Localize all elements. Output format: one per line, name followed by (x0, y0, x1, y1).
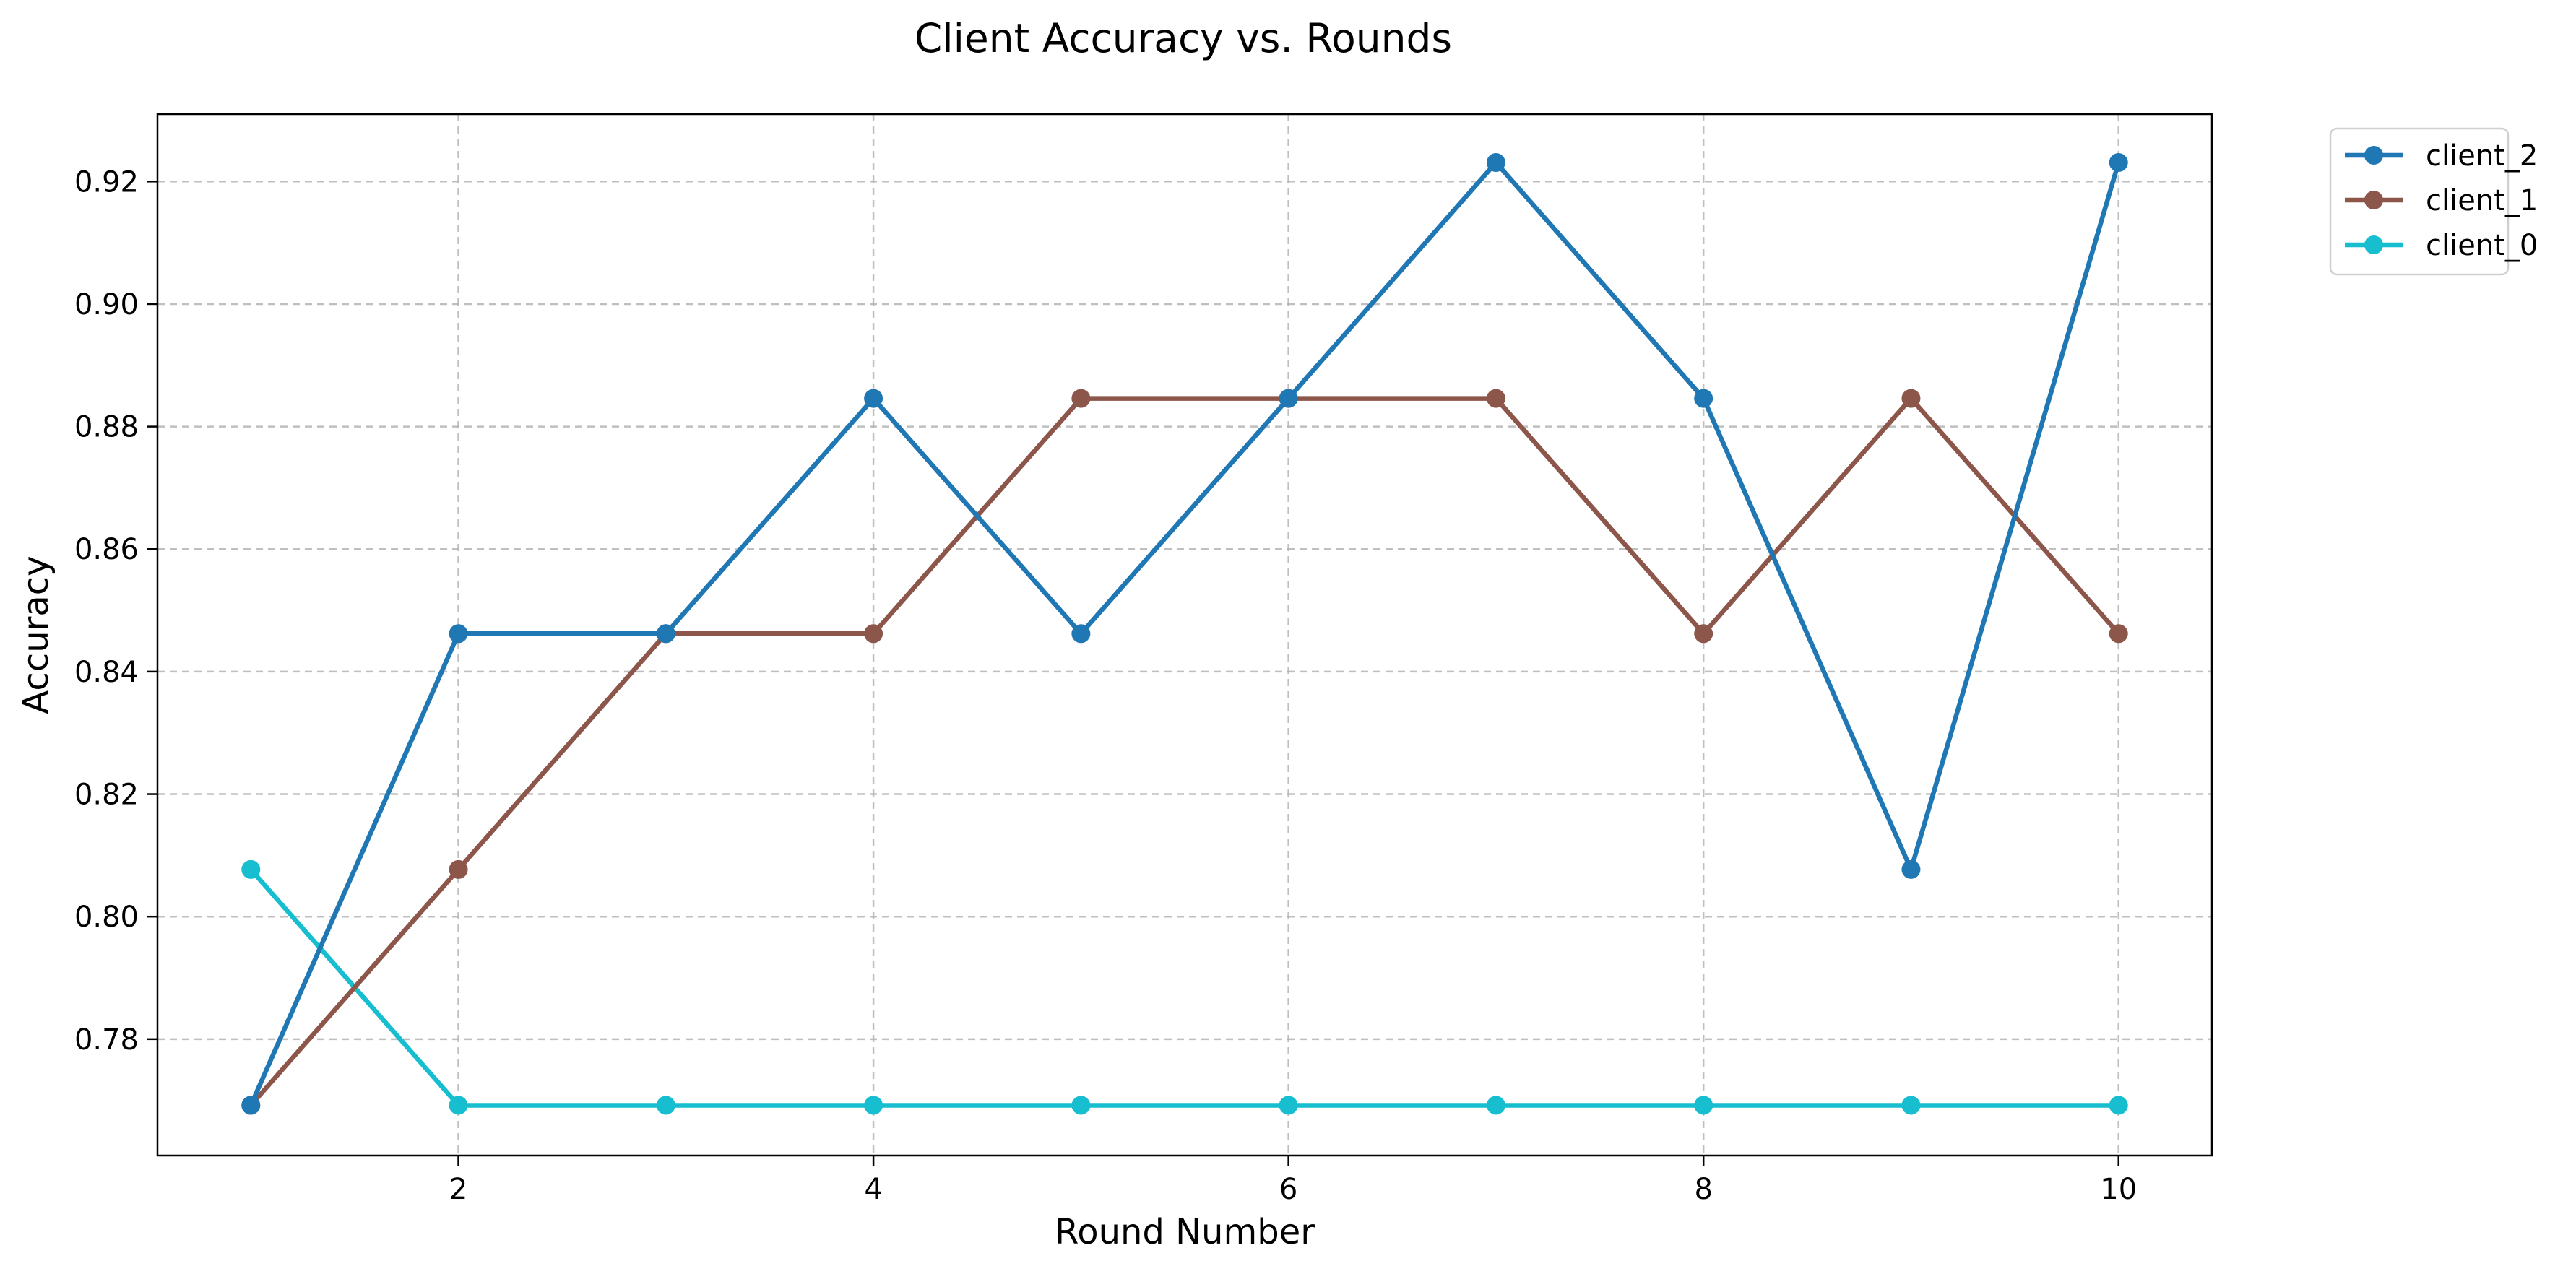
data-point-client_1 (2109, 624, 2128, 644)
legend-swatch-marker (2364, 191, 2383, 209)
x-axis-label: Round Number (1055, 1212, 1315, 1252)
x-tick-label: 4 (864, 1173, 882, 1206)
data-point-client_0 (656, 1096, 675, 1115)
data-point-client_0 (864, 1096, 883, 1115)
y-tick-label: 0.82 (74, 779, 139, 812)
legend-label: client_0 (2426, 229, 2538, 262)
y-tick-label: 0.88 (74, 411, 139, 444)
y-tick-label: 0.86 (74, 533, 139, 566)
x-tick-label: 8 (1694, 1173, 1712, 1206)
data-point-client_0 (241, 859, 261, 879)
chart-title: Client Accuracy vs. Rounds (915, 15, 1452, 61)
data-point-client_1 (1486, 389, 1505, 408)
data-point-client_1 (864, 624, 883, 644)
series-line-client_1 (247, 396, 2122, 1109)
series-layer (241, 153, 2128, 1115)
data-point-client_2 (241, 1096, 261, 1115)
data-point-client_2 (1071, 624, 1091, 644)
data-point-client_0 (2109, 1096, 2128, 1115)
x-tick-label: 10 (2100, 1173, 2137, 1206)
data-point-client_0 (1279, 1096, 1298, 1115)
data-point-client_0 (1486, 1096, 1505, 1115)
data-point-client_0 (1901, 1096, 1921, 1115)
data-point-client_2 (1901, 859, 1921, 879)
series-line-client_2 (247, 159, 2122, 1109)
data-point-client_0 (1694, 1096, 1713, 1115)
legend-swatch-marker (2364, 235, 2383, 254)
series-line-client_0 (247, 866, 2121, 1108)
y-tick-label: 0.78 (74, 1023, 139, 1057)
data-point-client_2 (1694, 389, 1713, 408)
data-point-client_2 (449, 624, 468, 644)
data-point-client_0 (449, 1096, 468, 1115)
data-point-client_2 (656, 624, 675, 644)
plot-area-frame (156, 113, 2213, 1157)
data-point-client_0 (1071, 1096, 1091, 1115)
data-point-client_1 (1901, 389, 1921, 408)
y-tick-label: 0.84 (74, 656, 139, 689)
data-point-client_2 (864, 389, 883, 408)
series-client_0 (241, 859, 2128, 1115)
legend-item-client_0: client_0 (2345, 229, 2538, 262)
y-axis-label: Accuracy (16, 555, 56, 714)
series-client_1 (241, 389, 2128, 1115)
data-point-client_2 (2109, 153, 2128, 173)
legend-label: client_2 (2426, 139, 2538, 173)
data-point-client_2 (1279, 389, 1298, 408)
y-axis: 0.78 0.80 0.82 0.84 0.86 0.88 0.90 0.92 (74, 165, 157, 1057)
series-client_2 (241, 153, 2128, 1115)
x-tick-label: 6 (1279, 1173, 1297, 1206)
x-tick-label: 2 (449, 1173, 467, 1206)
y-tick-label: 0.80 (74, 901, 139, 934)
data-point-client_2 (1486, 153, 1505, 173)
x-axis: 2 4 6 8 10 (449, 1156, 2137, 1206)
data-point-client_1 (1694, 624, 1713, 644)
y-tick-label: 0.90 (74, 288, 139, 321)
data-point-client_1 (1071, 389, 1091, 408)
legend-swatch-marker (2364, 146, 2383, 165)
legend-item-client_1: client_1 (2345, 184, 2538, 217)
data-point-client_1 (449, 859, 468, 879)
legend-label: client_1 (2426, 184, 2538, 217)
y-tick-label: 0.92 (74, 165, 139, 199)
legend-item-client_2: client_2 (2345, 139, 2538, 173)
legend: client_2 client_1 client_0 (2329, 127, 2538, 276)
